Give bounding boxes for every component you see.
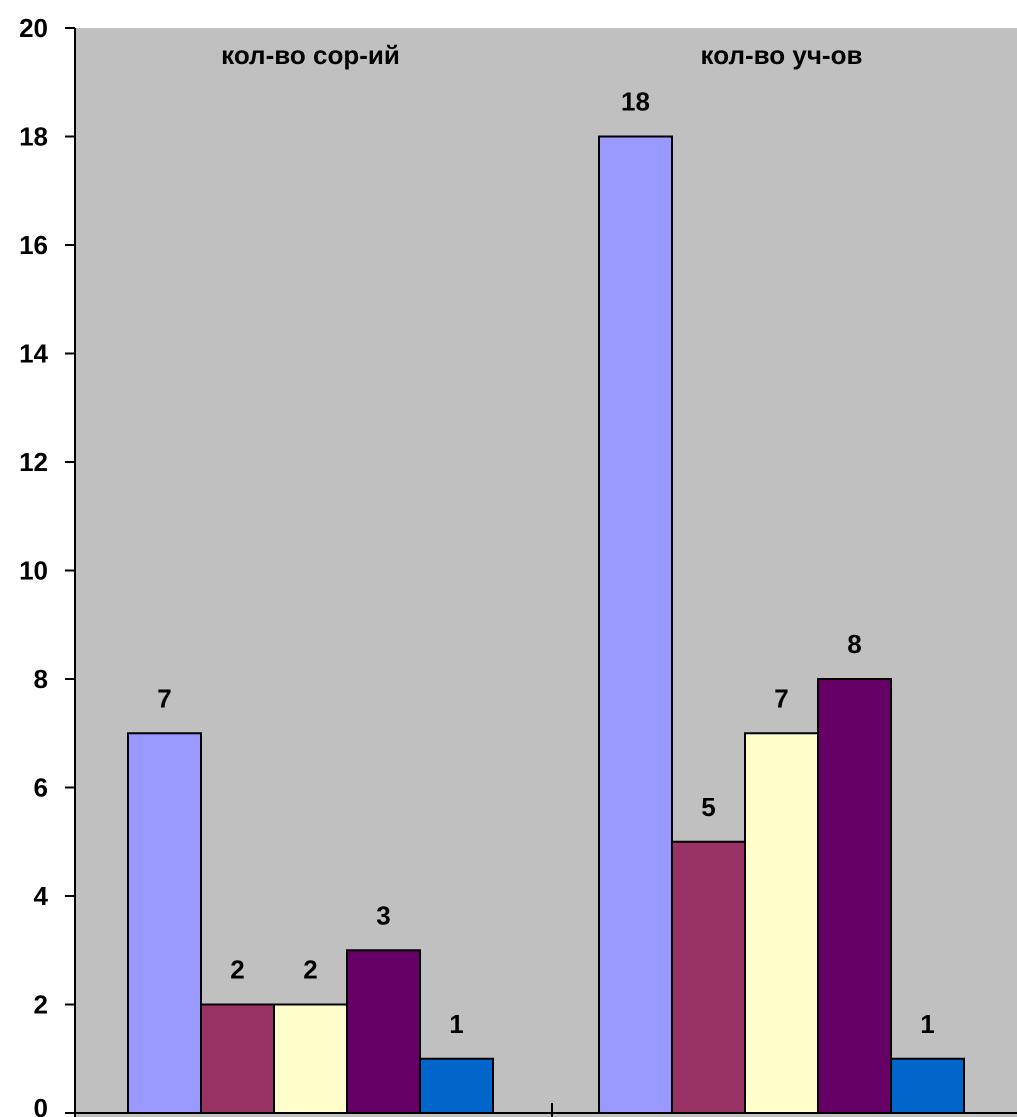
y-tick-label-6: 12 [19,447,48,477]
bar-0-1 [200,1003,275,1114]
data-label-1-4: 1 [920,1009,934,1039]
bar-1-1 [671,840,746,1114]
bar-0-4 [419,1057,494,1114]
y-tick-label-5: 10 [19,556,48,586]
bar-0-2 [273,1003,348,1114]
category-label-0: кол-во сор-ий [221,40,400,70]
y-tick-label-2: 4 [34,881,49,911]
data-label-0-4: 1 [449,1009,463,1039]
y-tick-label-10: 20 [19,13,48,43]
category-label-1: кол-во уч-ов [701,40,863,70]
data-label-1-2: 7 [774,683,788,713]
bar-0-0 [127,732,202,1114]
bar-1-2 [744,732,819,1114]
bar-1-4 [890,1057,965,1114]
data-label-0-2: 2 [303,955,317,985]
data-label-0-0: 7 [157,683,171,713]
y-tick-label-8: 16 [19,230,48,260]
data-label-1-1: 5 [701,792,715,822]
data-label-0-1: 2 [230,955,244,985]
y-tick-label-9: 18 [19,122,48,152]
data-label-1-0: 18 [621,87,650,117]
data-label-1-3: 8 [847,629,861,659]
y-tick-label-1: 2 [34,990,48,1020]
y-tick-label-4: 8 [34,664,48,694]
bar-0-3 [346,949,421,1114]
y-tick-label-3: 6 [34,773,48,803]
data-label-0-3: 3 [376,900,390,930]
y-tick-label-0: 0 [34,1093,48,1117]
y-tick-label-7: 14 [19,339,48,369]
bar-1-0 [598,135,673,1114]
bar-1-3 [817,678,892,1114]
